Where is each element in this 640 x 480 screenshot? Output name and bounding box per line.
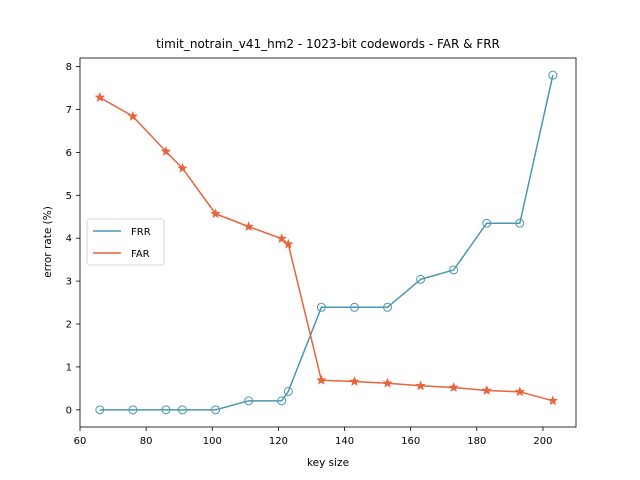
- data-point-far: [514, 386, 525, 397]
- data-point-far: [316, 374, 327, 385]
- data-point-frr: [548, 70, 558, 80]
- y-tick-label: 8: [66, 62, 72, 73]
- data-point-frr: [244, 396, 254, 406]
- data-point-far: [382, 377, 393, 388]
- data-point-far: [243, 221, 254, 232]
- legend-frame: [86, 218, 165, 266]
- series-line-far: [99, 96, 554, 402]
- data-point-frr: [95, 405, 105, 415]
- data-point-far: [160, 146, 172, 156]
- y-tick-label: 2: [66, 320, 72, 331]
- y-tick-label: 7: [66, 105, 72, 116]
- y-axis-label: error rate (%): [42, 206, 54, 278]
- data-point-frr: [449, 265, 459, 275]
- x-tick-label: 60: [74, 436, 87, 447]
- x-axis-label: key size: [307, 457, 349, 469]
- data-point-far: [415, 380, 426, 391]
- x-tick-label: 140: [335, 436, 354, 447]
- data-point-far: [276, 233, 287, 244]
- data-point-far: [481, 385, 492, 395]
- y-tick-label: 4: [66, 234, 72, 245]
- chart-title: timit_notrain_v41_hm2 - 1023-bit codewor…: [156, 37, 500, 51]
- data-point-frr: [283, 386, 293, 396]
- y-tick-label: 5: [66, 191, 72, 202]
- axes-frame: [79, 57, 577, 428]
- legend-label-far: FAR: [131, 249, 150, 260]
- x-tick-label: 120: [269, 436, 288, 447]
- data-point-frr: [316, 302, 326, 312]
- legend-label-frr: FRR: [131, 227, 151, 238]
- series-line-frr: [99, 74, 554, 411]
- data-point-frr: [383, 302, 393, 312]
- legend: FRR FAR: [86, 218, 165, 266]
- data-point-frr: [211, 405, 221, 415]
- x-axis: 60 80 100 120 140 160 180 200: [74, 427, 552, 447]
- x-tick-label: 160: [401, 436, 420, 447]
- data-point-far: [177, 162, 188, 173]
- x-tick-label: 180: [467, 436, 486, 447]
- plot-area: [94, 70, 559, 415]
- y-tick-label: 6: [66, 148, 72, 159]
- data-point-far: [210, 208, 221, 219]
- data-point-frr: [482, 218, 492, 228]
- y-tick-label: 1: [66, 362, 72, 373]
- data-point-far: [94, 92, 105, 102]
- y-axis: 0 1 2 3 4 5 6 7 8: [66, 62, 80, 416]
- data-point-frr: [277, 396, 287, 406]
- y-tick-label: 3: [66, 277, 72, 288]
- data-point-far: [283, 238, 294, 249]
- data-point-frr: [416, 274, 426, 284]
- data-point-far: [349, 376, 360, 386]
- data-point-far: [547, 395, 559, 406]
- data-point-frr: [161, 405, 171, 415]
- x-tick-label: 200: [533, 436, 552, 447]
- data-point-far: [127, 110, 139, 121]
- x-tick-label: 100: [203, 436, 222, 447]
- x-tick-label: 80: [140, 436, 153, 447]
- data-point-far: [448, 382, 459, 392]
- y-tick-label: 0: [66, 405, 72, 416]
- data-point-frr: [515, 218, 525, 228]
- data-point-frr: [349, 302, 359, 312]
- data-point-frr: [178, 405, 188, 415]
- data-point-frr: [128, 405, 138, 415]
